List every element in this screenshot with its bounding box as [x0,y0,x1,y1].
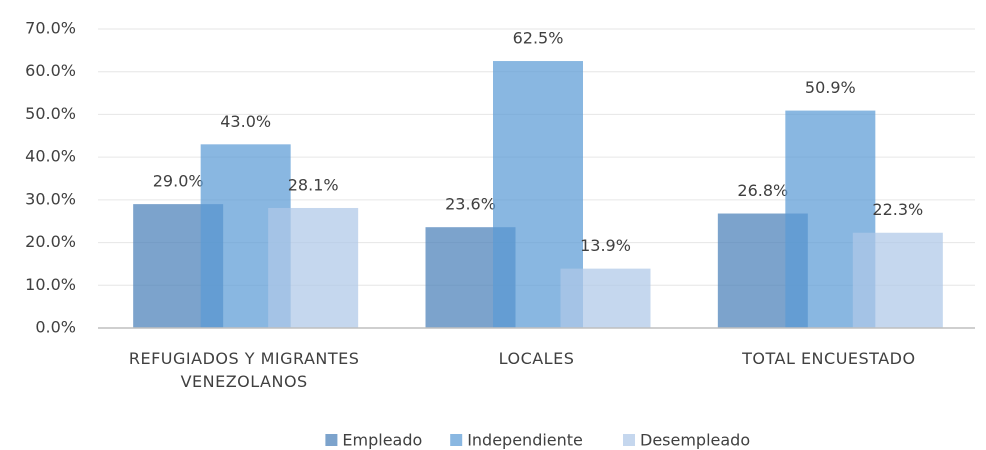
data-label: 28.1% [288,175,339,194]
data-label: 22.3% [872,200,923,219]
x-tick-label: TOTAL ENCUESTADO [742,349,916,368]
legend-label: Desempleado [640,431,750,450]
y-tick-label: 10.0% [25,275,76,294]
y-tick-label: 30.0% [25,189,76,208]
data-label: 13.9% [580,236,631,255]
data-label: 29.0% [153,172,204,191]
y-tick-label: 70.0% [25,19,76,38]
data-label: 43.0% [220,112,271,131]
legend-swatch [325,434,338,446]
y-tick-label: 40.0% [25,147,76,166]
data-label: 62.5% [513,29,564,48]
legend-label: Empleado [342,431,422,450]
data-label: 26.8% [737,181,788,200]
data-label: 23.6% [445,195,496,214]
bar [852,232,943,328]
legend-label: Independiente [467,431,583,450]
data-label: 50.9% [805,78,856,97]
bar [560,268,651,328]
y-tick-label: 50.0% [25,104,76,123]
x-tick-label: REFUGIADOS Y MIGRANTES VENEZOLANOS [128,349,360,391]
legend-swatch [623,434,635,446]
y-tick-label: 0.0% [35,318,76,337]
y-tick-label: 20.0% [25,232,76,251]
x-tick-label: LOCALES [498,349,575,368]
legend-swatch [450,434,463,446]
y-tick-label: 60.0% [25,61,76,80]
bar [268,207,359,328]
